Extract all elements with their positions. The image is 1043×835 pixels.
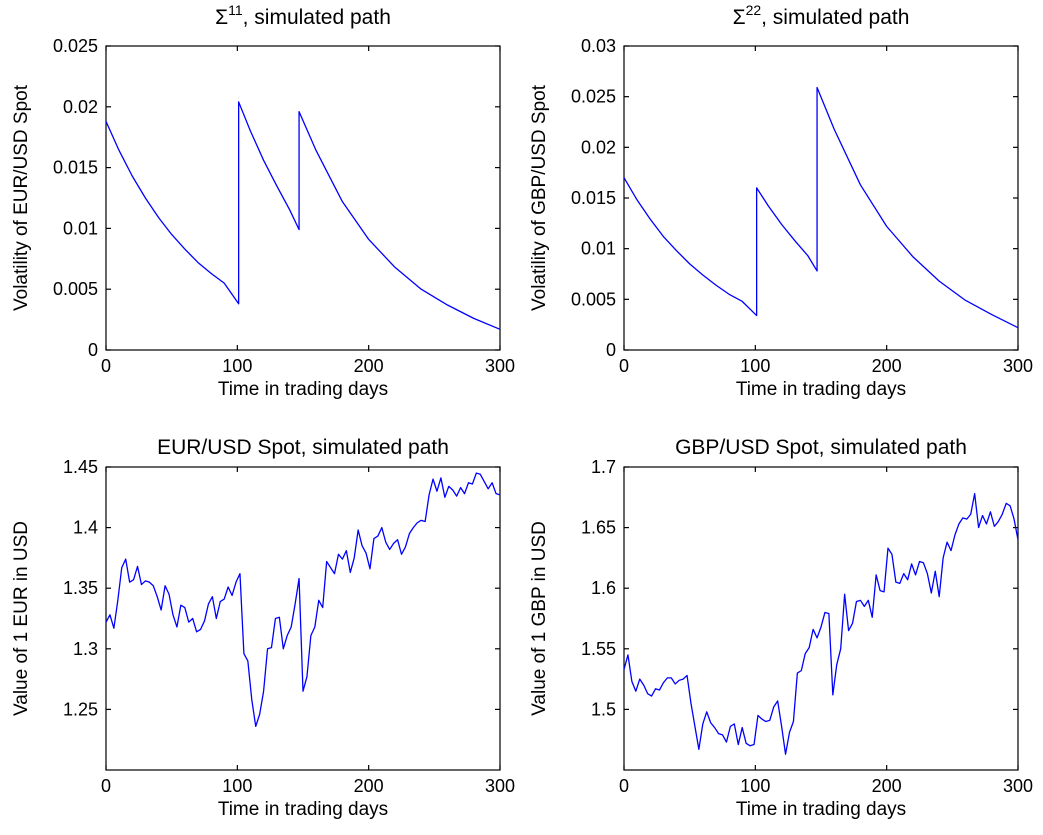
- x-tick-label: 100: [222, 776, 252, 796]
- axes-frame: [105, 466, 501, 771]
- x-axis-label: Time in trading days: [218, 799, 388, 820]
- axes-frame: [623, 466, 1019, 771]
- axes-frame: [105, 45, 501, 351]
- y-tick-label: 0.015: [53, 158, 98, 178]
- x-tick-label: 0: [101, 356, 111, 376]
- x-tick-label: 100: [740, 356, 770, 376]
- y-axis-label: Value of 1 EUR in USD: [11, 521, 32, 716]
- y-tick-label: 1.55: [581, 639, 616, 659]
- title-superscript: 22: [746, 2, 762, 18]
- x-tick-label: 300: [485, 776, 515, 796]
- y-tick-label: 0.02: [581, 137, 616, 157]
- y-tick-label: 0: [88, 340, 98, 360]
- x-tick-label: 200: [872, 776, 902, 796]
- y-tick-label: 0.015: [571, 188, 616, 208]
- chart-panel-4: 0 100 200 300 1.5 1.55 1.6 1.65 1.7 GBP/USD Spot,…: [529, 436, 1033, 820]
- x-tick-label: 100: [740, 776, 770, 796]
- y-tick-label: 1.25: [63, 699, 98, 719]
- chart-panel-2: 0 100 200 300 0 0.005 0.01 0.015 0.02 0.025 0.03 Σ2…: [529, 2, 1033, 400]
- y-tick-label: 1.4: [73, 518, 98, 538]
- x-tick-label: 300: [1003, 776, 1033, 796]
- y-tick-label: 0.01: [63, 218, 98, 238]
- x-tick-label: 0: [619, 776, 629, 796]
- chart-panel-1: 0 100 200 300 0 0.005 0.01 0.015 0.02 0.025 Σ11, s…: [11, 2, 515, 400]
- y-tick-label: 1.3: [73, 639, 98, 659]
- chart-title: GBP/USD Spot, simulated path: [675, 436, 967, 459]
- title-symbol: Σ: [733, 6, 746, 29]
- series-line-1: [105, 472, 501, 728]
- x-axis-label: Time in trading days: [218, 379, 388, 400]
- chart-title: Σ11, simulated path: [215, 2, 391, 29]
- y-tick-label: 0.01: [581, 239, 616, 259]
- series-line-1: [623, 493, 1019, 755]
- title-symbol: Σ: [215, 6, 228, 29]
- y-tick-label: 0.005: [571, 289, 616, 309]
- x-tick-label: 0: [101, 776, 111, 796]
- y-tick-label: 0.025: [571, 87, 616, 107]
- y-tick-label: 0: [606, 340, 616, 360]
- x-tick-label: 200: [872, 356, 902, 376]
- y-axis-label: Volatility of GBP/USD Spot: [529, 84, 550, 311]
- y-axis-label: Volatility of EUR/USD Spot: [11, 84, 32, 311]
- x-axis-label: Time in trading days: [736, 379, 906, 400]
- title-text: , simulated path: [243, 6, 391, 29]
- chart-title: Σ22, simulated path: [733, 2, 910, 29]
- axes-frame: [623, 45, 1019, 351]
- x-tick-label: 200: [354, 356, 384, 376]
- x-tick-label: 300: [1003, 356, 1033, 376]
- y-axis-label: Value of 1 GBP in USD: [529, 521, 550, 716]
- y-tick-label: 0.03: [581, 36, 616, 56]
- title-superscript: 11: [228, 2, 243, 18]
- y-tick-label: 1.7: [591, 457, 616, 477]
- chart-panel-3: 0 100 200 300 1.25 1.3 1.35 1.4 1.45 EUR/USD Spot…: [11, 436, 515, 820]
- x-tick-label: 200: [354, 776, 384, 796]
- y-tick-label: 0.02: [63, 97, 98, 117]
- y-tick-label: 1.35: [63, 578, 98, 598]
- y-tick-label: 0.005: [53, 279, 98, 299]
- chart-title: EUR/USD Spot, simulated path: [157, 436, 449, 459]
- series-line-1: [105, 101, 501, 330]
- series-line-1: [623, 86, 1019, 329]
- y-tick-label: 0.025: [53, 36, 98, 56]
- y-tick-label: 1.5: [591, 699, 616, 719]
- y-tick-label: 1.45: [63, 457, 98, 477]
- title-text: , simulated path: [761, 6, 909, 29]
- x-tick-label: 100: [222, 356, 252, 376]
- x-axis-label: Time in trading days: [736, 799, 906, 820]
- x-tick-label: 300: [485, 356, 515, 376]
- y-tick-label: 1.6: [591, 578, 616, 598]
- y-tick-label: 1.65: [581, 518, 616, 538]
- x-tick-label: 0: [619, 356, 629, 376]
